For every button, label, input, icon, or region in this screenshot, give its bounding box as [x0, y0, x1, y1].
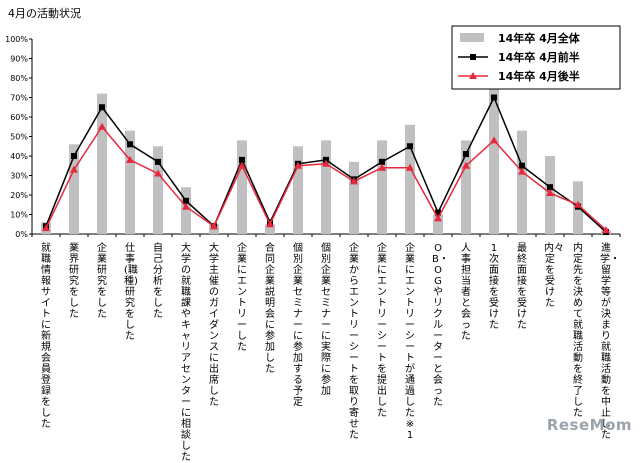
bar [181, 187, 191, 234]
y-tick-label: 30% [10, 172, 28, 181]
y-tick-label: 80% [10, 74, 28, 83]
bar [377, 140, 387, 234]
legend-label: 14年卒 4月全体 [498, 31, 581, 45]
line-point [99, 104, 105, 111]
x-tick-label: 企業からエントリーシートを取り寄せた [349, 243, 359, 441]
y-tick-label: 0% [15, 230, 28, 239]
legend-swatch [460, 33, 484, 42]
line-point [98, 122, 106, 130]
x-tick-label: 合同企業説明会に参加した [265, 243, 275, 375]
legend-label: 14年卒 4月前半 [498, 50, 580, 64]
x-tick-label: 内々定を受けた [544, 243, 564, 309]
line-point [42, 224, 50, 232]
line-point [518, 167, 526, 175]
line-point [183, 197, 189, 204]
x-tick-label: OB・OGやリクルーターと会った [432, 243, 449, 408]
x-tick-label: 仕事(職種)研究をした [124, 243, 138, 342]
x-tick-label: 個別企業セミナーに実際に参加 [321, 243, 331, 397]
y-tick-label: 10% [10, 211, 28, 220]
bar [69, 144, 79, 234]
line-point [463, 151, 469, 158]
x-tick-label: 人事担当者と会った [461, 243, 471, 342]
legend-marker [470, 54, 476, 60]
bar [517, 130, 527, 234]
line-point [519, 162, 525, 169]
line-point [155, 158, 161, 165]
line-point [378, 163, 386, 171]
line-point [462, 161, 470, 169]
line-point [266, 220, 274, 228]
bar [321, 140, 331, 234]
line-point [322, 159, 330, 167]
x-tick-label: 業界研究をした [69, 243, 79, 320]
line-point [238, 161, 246, 169]
line-point [547, 184, 553, 191]
line-point [574, 200, 582, 208]
line-point [350, 177, 358, 185]
y-tick-label: 70% [10, 94, 28, 103]
x-tick-label: 企業にエントリーシートを提出した [377, 243, 387, 419]
legend-marker [469, 72, 477, 79]
x-tick-label: 就職情報サイトに新規会員登録をした [41, 243, 51, 430]
line-point [294, 161, 302, 169]
line-point [210, 222, 218, 230]
legend-label: 14年卒 4月後半 [498, 69, 580, 83]
x-tick-label: 企業にエントリーした [237, 243, 247, 353]
x-tick-label: 企業研究をした [97, 243, 107, 320]
line-point [434, 214, 442, 222]
bar [97, 93, 107, 234]
x-tick-label: 進学・留学等が決まり就職活動を中止した [600, 243, 620, 441]
x-tick-label: 自己分析をした [153, 243, 163, 320]
y-tick-label: 50% [10, 133, 28, 142]
chart: 0% 10% 20% 30% 40% 50% 60% 70% 80% 90% 100% 14年卒 4月… [5, 25, 621, 239]
line-point [602, 226, 610, 234]
line-point [379, 158, 385, 165]
line-point [546, 189, 554, 197]
bar [293, 146, 303, 234]
x-tick-label: 内定先を決めて就職活動を終了した [573, 243, 583, 419]
bar [433, 214, 443, 234]
line-point [406, 163, 414, 171]
y-tick-label: 60% [10, 113, 28, 122]
line-point [182, 202, 190, 210]
bar [461, 140, 471, 234]
bar [153, 146, 163, 234]
y-tick-label: 90% [10, 55, 28, 64]
x-tick-label: 個別企業セミナーに参加する予定 [293, 243, 303, 408]
x-tick-label: 大学主催のガイダンスに出席した [209, 243, 219, 408]
line-point [126, 155, 134, 163]
line-point [491, 94, 497, 101]
bar [489, 81, 499, 235]
line-point [70, 165, 78, 173]
x-tick-label: 大学の就職課やキャリアセンターに相談した [181, 243, 191, 463]
y-tick-label: 40% [10, 152, 28, 161]
watermark-logo: ReseMom [546, 416, 632, 434]
line-point [490, 136, 498, 144]
line-point [435, 209, 441, 216]
line-point [239, 156, 245, 163]
x-tick-label: 1次面接を受けた [489, 243, 499, 331]
bar [125, 130, 135, 234]
y-tick-label: 100% [5, 35, 28, 44]
line-point [127, 141, 133, 148]
bar [237, 140, 247, 234]
x-tick-label: 最終面接を受けた [517, 243, 527, 331]
bar [265, 224, 275, 234]
line-point [71, 153, 77, 159]
chart-title: 4月の活動状況 [8, 7, 81, 20]
y-tick-label: 20% [10, 191, 28, 200]
chart-container: 0% 10% 20% 30% 40% 50% 60% 70% 80% 90% 100% 14年卒 4月… [5, 7, 632, 463]
line-point [154, 169, 162, 177]
line-point [407, 143, 413, 150]
bar [349, 161, 359, 234]
bar [405, 124, 415, 234]
x-tick-label: 企業にエントリーシートが通過した※1 [405, 243, 415, 441]
